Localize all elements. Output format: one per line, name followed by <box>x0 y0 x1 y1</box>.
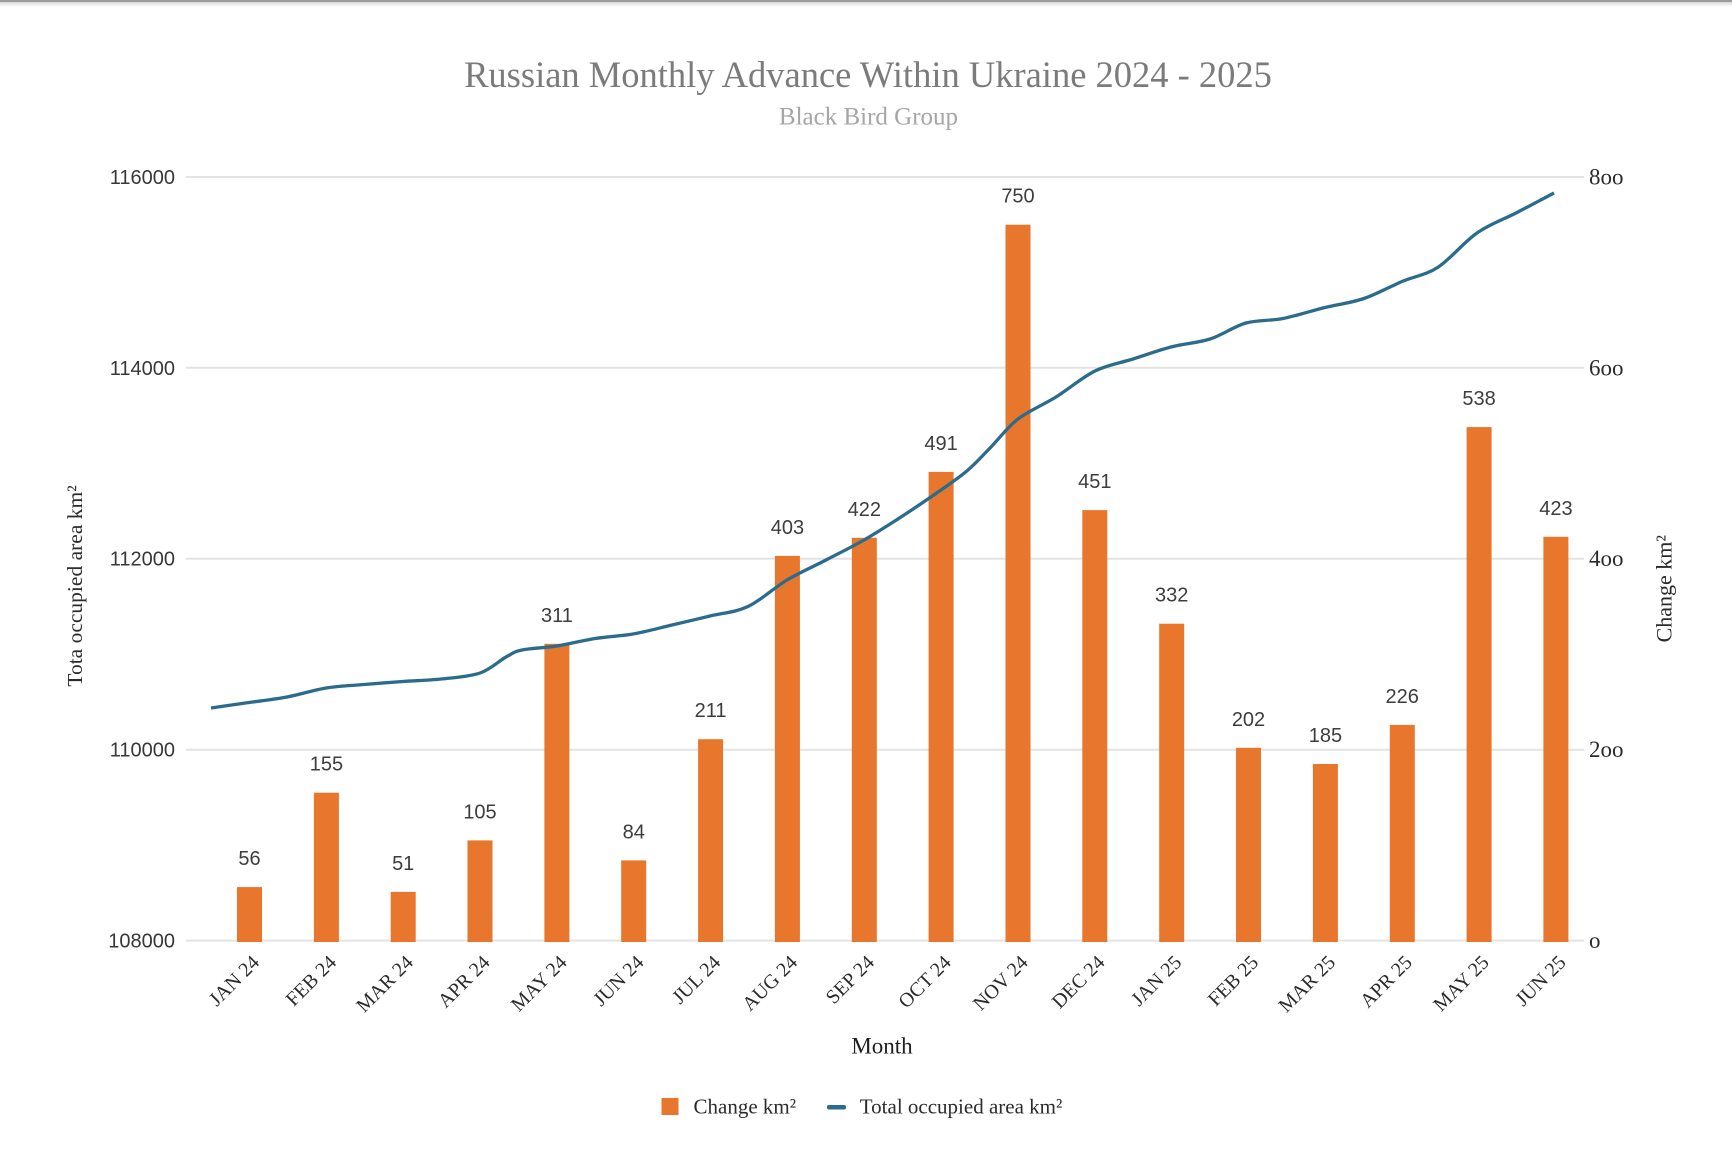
svg-text:Tota occupied area km²: Tota occupied area km² <box>63 485 87 686</box>
svg-text:Change km²: Change km² <box>694 1095 797 1119</box>
svg-text:4oo: 4oo <box>1589 546 1624 571</box>
svg-text:Total occupied area km²: Total occupied area km² <box>860 1095 1062 1119</box>
svg-text:226: 226 <box>1386 686 1419 708</box>
svg-text:451: 451 <box>1078 471 1111 493</box>
svg-text:202: 202 <box>1232 709 1265 731</box>
svg-text:185: 185 <box>1309 725 1342 747</box>
svg-text:84: 84 <box>623 821 645 843</box>
svg-text:Change km²: Change km² <box>1652 535 1677 643</box>
svg-text:8oo: 8oo <box>1589 165 1624 190</box>
svg-text:211: 211 <box>695 700 727 722</box>
svg-text:Month: Month <box>851 1034 913 1059</box>
svg-text:56: 56 <box>238 848 260 870</box>
svg-text:423: 423 <box>1539 498 1572 520</box>
svg-text:Black Bird Group: Black Bird Group <box>779 104 958 131</box>
svg-text:114000: 114000 <box>110 358 175 380</box>
svg-text:332: 332 <box>1155 585 1188 607</box>
svg-text:538: 538 <box>1462 388 1495 410</box>
svg-text:116000: 116000 <box>110 167 175 189</box>
svg-text:750: 750 <box>1001 186 1034 208</box>
svg-text:422: 422 <box>848 499 881 521</box>
svg-text:108000: 108000 <box>108 931 175 953</box>
svg-text:403: 403 <box>771 517 804 539</box>
svg-text:311: 311 <box>541 605 573 627</box>
svg-text:491: 491 <box>924 433 957 455</box>
svg-text:112000: 112000 <box>110 549 175 571</box>
svg-text:o: o <box>1589 928 1601 953</box>
svg-text:Russian Monthly Advance Within: Russian Monthly Advance Within Ukraine 2… <box>464 54 1272 95</box>
svg-text:110000: 110000 <box>110 740 175 762</box>
svg-text:51: 51 <box>392 853 414 875</box>
svg-text:105: 105 <box>463 801 496 823</box>
svg-text:155: 155 <box>310 754 343 776</box>
svg-text:6oo: 6oo <box>1589 355 1624 380</box>
svg-text:2oo: 2oo <box>1589 737 1624 762</box>
